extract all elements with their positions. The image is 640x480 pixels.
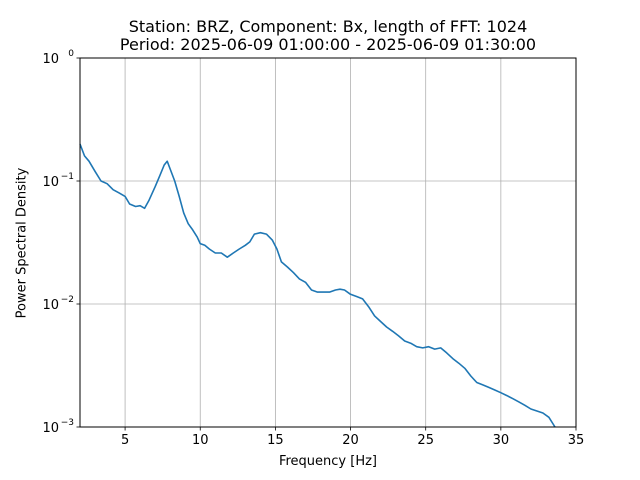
y-tick-label: 10 <box>42 175 59 190</box>
y-tick-exponent: −1 <box>61 172 74 182</box>
grid-lines <box>80 57 577 428</box>
chart-title-line-1: Station: BRZ, Component: Bx, length of F… <box>128 17 528 36</box>
x-tick-label: 10 <box>192 433 209 448</box>
x-tick-label: 5 <box>121 433 129 448</box>
series-layer <box>79 143 556 428</box>
y-tick-label: 10 <box>42 298 59 313</box>
y-axis-label: Power Spectral Density <box>14 167 30 319</box>
x-tick-label: 25 <box>417 433 434 448</box>
x-tick-label: 20 <box>342 433 359 448</box>
psd-series-line <box>79 143 556 428</box>
y-tick-label: 10 <box>42 52 59 67</box>
y-tick-exponent: −2 <box>61 295 74 305</box>
x-tick-label: 35 <box>568 433 585 448</box>
y-tick-exponent: 0 <box>68 49 74 59</box>
x-tick-label: 15 <box>267 433 284 448</box>
chart-title-line-2: Period: 2025-06-09 01:00:00 - 2025-06-09… <box>119 35 537 54</box>
plot-area-frame <box>79 57 577 428</box>
x-axis-label: Frequency [Hz] <box>278 454 378 469</box>
x-axis-ticks: 5 10 15 20 25 30 35 <box>121 427 584 448</box>
y-tick-exponent: −3 <box>61 418 74 428</box>
x-tick-label: 30 <box>493 433 510 448</box>
y-tick-label: 10 <box>42 421 59 436</box>
